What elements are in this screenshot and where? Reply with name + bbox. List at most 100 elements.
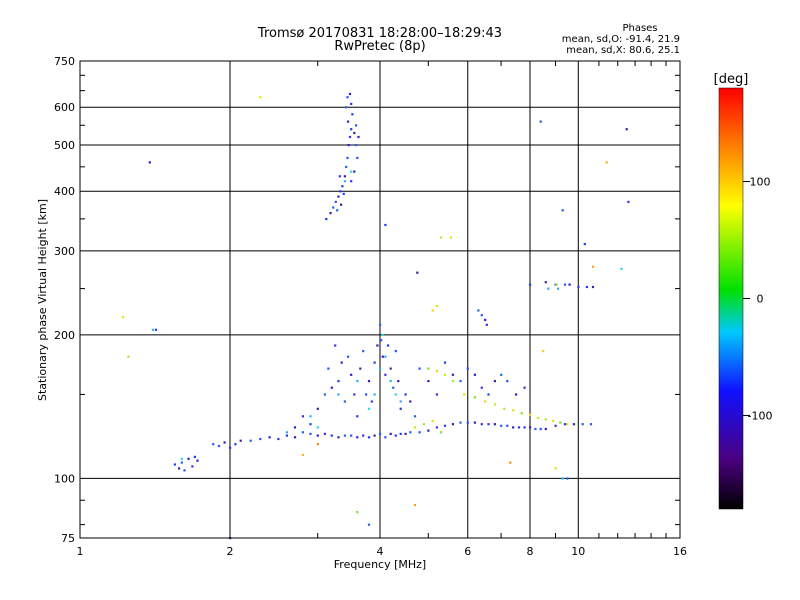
- data-point: [466, 421, 469, 424]
- y-tick-label: 75: [61, 532, 75, 545]
- data-point: [316, 443, 319, 446]
- x-tick-label: 2: [227, 545, 234, 558]
- data-point: [413, 503, 417, 507]
- data-point: [435, 426, 438, 429]
- data-point: [605, 161, 608, 164]
- data-point: [180, 461, 183, 464]
- data-point: [581, 423, 584, 426]
- data-point: [381, 333, 384, 336]
- data-point: [387, 344, 390, 347]
- y-tick-label: 300: [54, 245, 75, 258]
- data-point: [293, 436, 297, 439]
- data-point: [183, 469, 186, 472]
- data-point: [357, 135, 360, 139]
- data-point: [493, 403, 496, 406]
- data-point: [554, 424, 557, 427]
- data-point: [362, 434, 365, 437]
- data-point: [223, 441, 226, 444]
- data-point: [451, 380, 454, 383]
- data-point: [566, 423, 569, 426]
- colorbar-ticks: -100 0 100: [743, 176, 772, 422]
- data-point: [480, 386, 483, 389]
- x-tick-label: 4: [377, 545, 384, 558]
- data-point: [340, 361, 343, 364]
- data-point: [466, 367, 469, 370]
- data-point: [589, 423, 593, 426]
- data-point: [356, 436, 359, 439]
- data-point: [416, 271, 419, 274]
- data-point: [212, 443, 215, 446]
- data-point: [353, 393, 356, 396]
- data-point: [196, 459, 199, 462]
- data-point: [529, 426, 532, 429]
- data-point: [520, 412, 523, 415]
- data-point: [506, 424, 509, 427]
- y-tick-label: 100: [54, 472, 75, 485]
- data-point: [259, 96, 262, 99]
- data-point: [127, 355, 130, 358]
- data-point: [337, 380, 340, 383]
- data-point: [435, 393, 438, 396]
- data-point: [316, 426, 319, 429]
- data-point: [376, 344, 379, 347]
- data-point: [373, 361, 376, 364]
- data-point: [556, 287, 560, 290]
- data-point: [178, 467, 181, 470]
- colorbar-tick-label: 100: [750, 176, 771, 189]
- data-point: [356, 511, 359, 514]
- data-point: [418, 367, 421, 370]
- data-point: [480, 314, 483, 317]
- y-axis: 75 100 200 300 400 500 600 750: [54, 55, 680, 545]
- data-point: [351, 113, 354, 116]
- data-point: [487, 393, 490, 396]
- data-point: [459, 380, 462, 383]
- data-point: [552, 419, 555, 423]
- data-point: [356, 156, 359, 159]
- data-point: [577, 285, 580, 289]
- data-point: [343, 180, 346, 183]
- data-point: [347, 120, 350, 123]
- data-point: [389, 380, 392, 383]
- data-point: [343, 400, 346, 403]
- data-point: [554, 467, 557, 470]
- data-point: [443, 361, 447, 364]
- data-point: [323, 432, 326, 435]
- grid: [80, 61, 680, 538]
- y-tick-label: 750: [54, 55, 75, 68]
- data-point: [330, 434, 333, 437]
- data-point: [427, 380, 430, 383]
- data-point: [620, 267, 623, 270]
- data-point: [435, 304, 438, 308]
- data-point: [539, 427, 542, 431]
- y-tick-label: 200: [54, 329, 75, 342]
- data-point: [350, 373, 353, 376]
- data-point: [277, 437, 280, 441]
- data-point: [217, 444, 221, 448]
- data-point: [484, 400, 487, 403]
- data-point: [583, 243, 586, 246]
- data-point: [534, 427, 537, 431]
- data-point: [512, 409, 515, 412]
- data-point: [148, 161, 151, 164]
- data-point: [285, 431, 288, 434]
- data-point: [348, 135, 352, 139]
- data-point: [443, 373, 447, 376]
- data-point: [193, 455, 196, 458]
- data-point: [301, 453, 304, 457]
- data-point: [394, 350, 397, 353]
- data-point: [485, 323, 488, 326]
- data-point: [544, 281, 547, 284]
- data-point: [399, 407, 402, 410]
- data-point: [523, 426, 526, 429]
- data-point: [418, 431, 421, 434]
- data-point: [329, 212, 332, 215]
- data-point: [342, 192, 345, 195]
- data-point: [309, 432, 312, 435]
- data-point: [384, 436, 387, 439]
- data-point: [285, 434, 288, 437]
- data-point: [336, 209, 339, 212]
- data-point: [409, 431, 412, 434]
- data-point: [356, 415, 359, 418]
- data-point: [439, 431, 443, 434]
